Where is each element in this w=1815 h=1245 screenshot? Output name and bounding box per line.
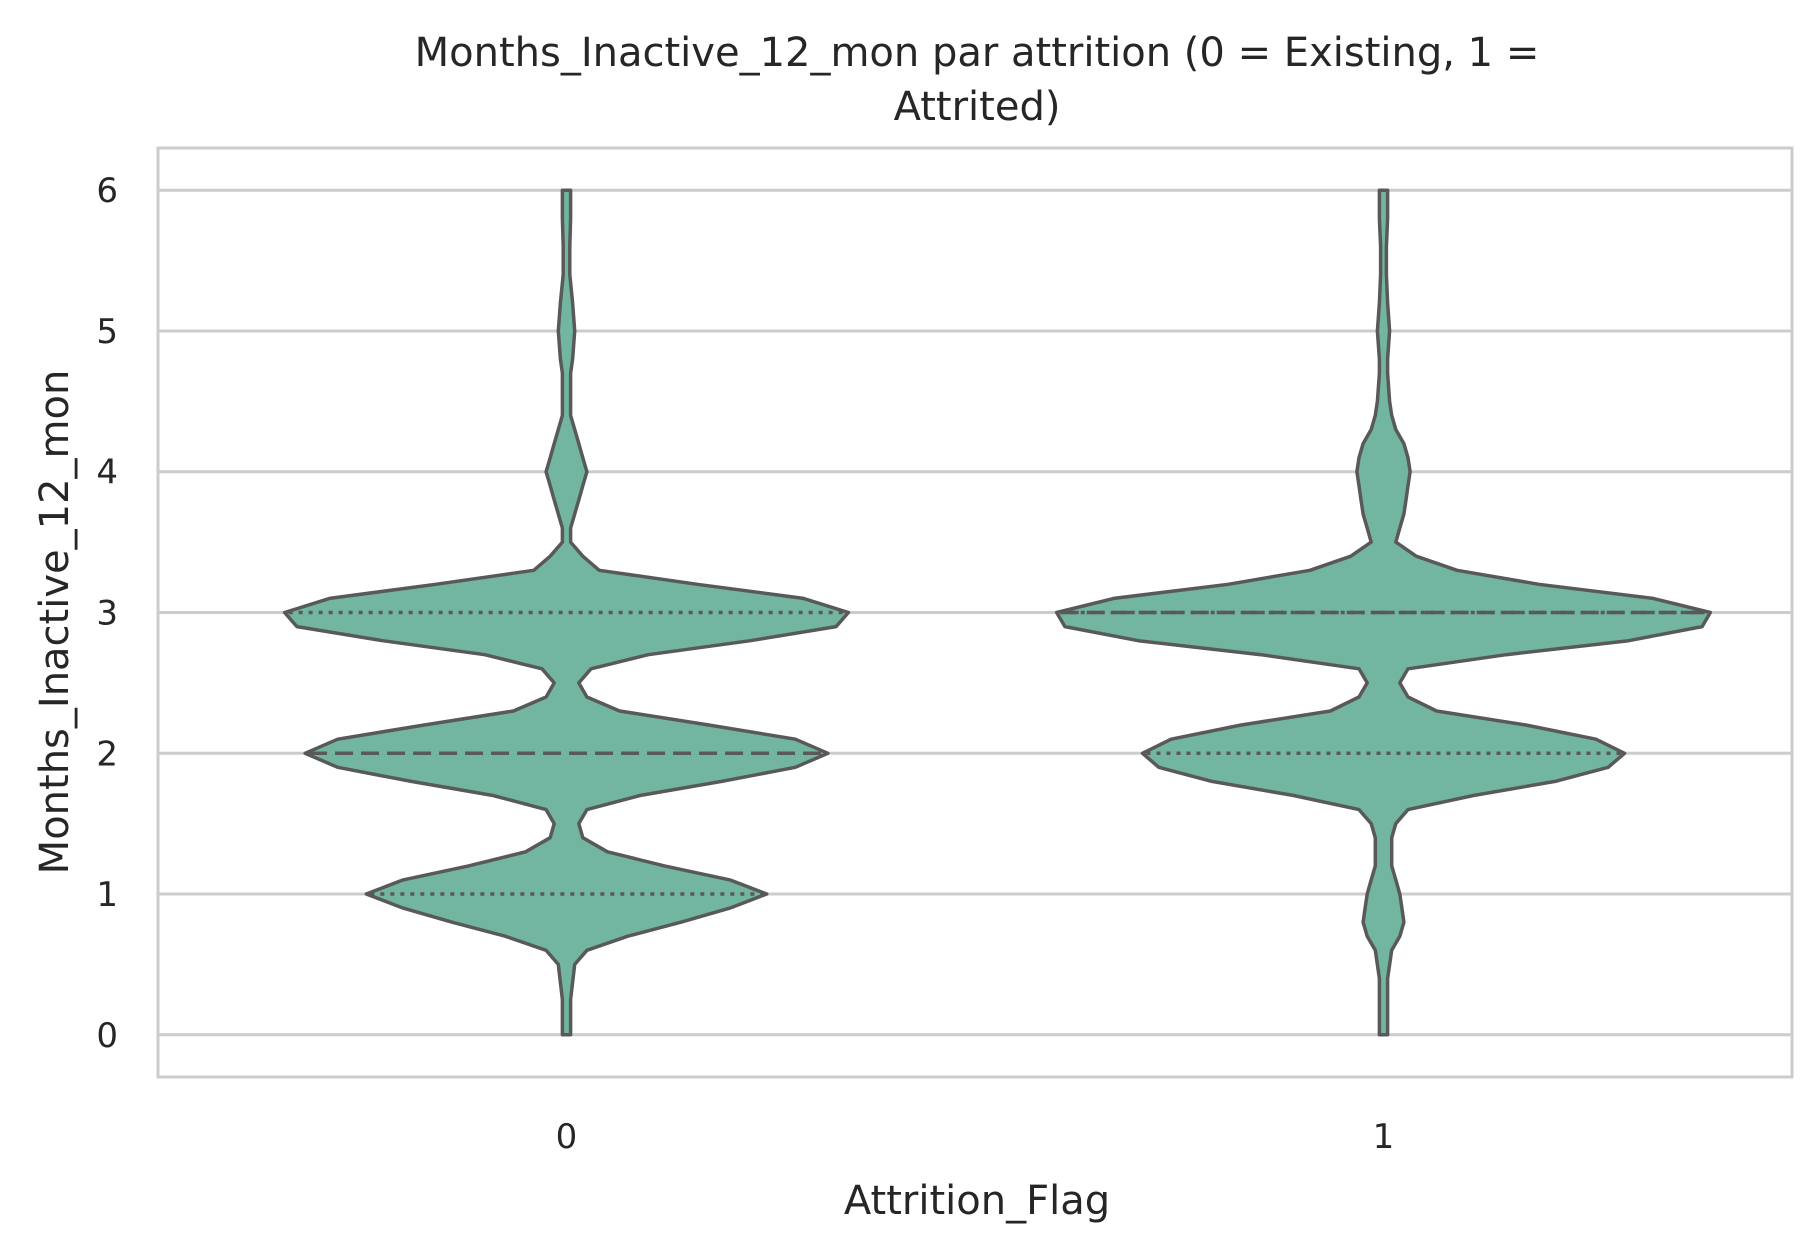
chart-title-line1: Months_Inactive_12_mon par attrition (0 … xyxy=(415,30,1540,76)
y-tick-0: 0 xyxy=(96,1016,118,1056)
y-tick-5: 5 xyxy=(96,312,118,352)
y-tick-4: 4 xyxy=(96,453,118,493)
y-tick-1: 1 xyxy=(96,875,118,915)
x-tick-1: 1 xyxy=(1373,1117,1395,1157)
plot-frame xyxy=(156,146,1794,1079)
y-axis-label: Months_Inactive_12_mon xyxy=(32,370,78,875)
x-tick-0: 0 xyxy=(556,1117,578,1157)
y-tick-6: 6 xyxy=(96,171,118,211)
y-tick-3: 3 xyxy=(96,594,118,634)
chart-title-line2: Attrited) xyxy=(894,84,1061,130)
violin-body-0 xyxy=(282,188,851,1037)
y-tick-2: 2 xyxy=(96,734,118,774)
violins xyxy=(282,188,1713,1037)
y-tick-labels: 0 1 2 3 4 5 6 xyxy=(96,171,118,1056)
x-axis-label: Attrition_Flag xyxy=(844,1178,1110,1224)
